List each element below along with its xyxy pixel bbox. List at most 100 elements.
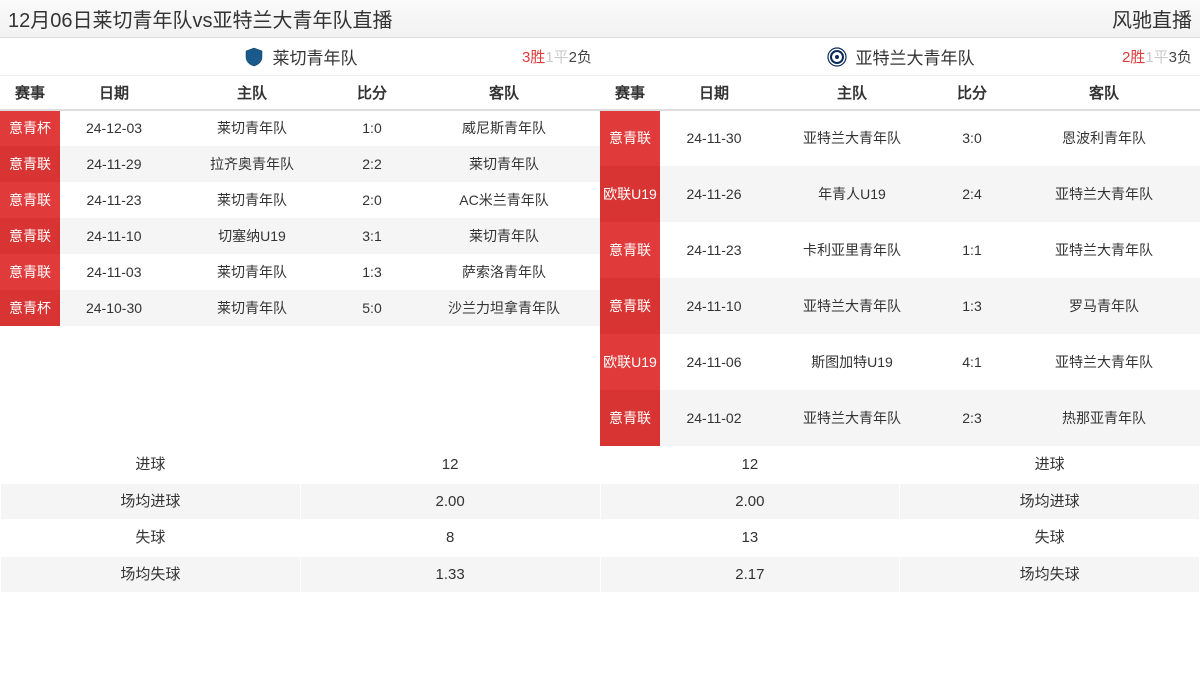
col-score: 比分 (936, 76, 1008, 110)
cell-away-team: 亚特兰大青年队 (1008, 334, 1200, 390)
table-row: 意青联24-11-03莱切青年队1:3萨索洛青年队 (0, 254, 600, 290)
col-away: 客队 (408, 76, 600, 110)
cell-date: 24-11-10 (60, 218, 168, 254)
col-comp: 赛事 (600, 76, 660, 110)
stats-table: 进球 12 12 进球 场均进球 2.00 2.00 场均进球 失球 8 13 … (0, 446, 1200, 593)
cell-competition: 意青杯 (0, 110, 60, 146)
table-row: 意青杯24-12-03莱切青年队1:0威尼斯青年队 (0, 110, 600, 146)
col-score: 比分 (336, 76, 408, 110)
right-team-header: 亚特兰大青年队 2胜1平3负 (600, 38, 1200, 76)
col-home: 主队 (168, 76, 336, 110)
table-row: 意青联24-11-29拉齐奥青年队2:2莱切青年队 (0, 146, 600, 182)
table-row: 意青联24-11-10亚特兰大青年队1:3罗马青年队 (600, 278, 1200, 334)
cell-home-team: 切塞纳U19 (168, 218, 336, 254)
table-row: 意青联24-11-02亚特兰大青年队2:3热那亚青年队 (600, 390, 1200, 446)
cell-score: 3:1 (336, 218, 408, 254)
cell-away-team: 亚特兰大青年队 (1008, 222, 1200, 278)
cell-date: 24-11-30 (660, 110, 768, 166)
cell-date: 24-10-30 (60, 290, 168, 326)
stats-label: 进球 (1, 447, 301, 484)
stats-label: 场均失球 (900, 556, 1200, 593)
cell-away-team: 莱切青年队 (408, 218, 600, 254)
stats-label: 失球 (900, 520, 1200, 557)
cell-score: 1:3 (336, 254, 408, 290)
stats-value: 2.17 (600, 556, 900, 593)
cell-score: 2:3 (936, 390, 1008, 446)
right-matches-table: 赛事 日期 主队 比分 客队 意青联24-11-30亚特兰大青年队3:0恩波利青… (600, 76, 1200, 446)
stats-value: 8 (300, 520, 600, 557)
cell-competition: 意青联 (600, 390, 660, 446)
col-away: 客队 (1008, 76, 1200, 110)
cell-home-team: 莱切青年队 (168, 254, 336, 290)
cell-away-team: 亚特兰大青年队 (1008, 166, 1200, 222)
cell-home-team: 亚特兰大青年队 (768, 110, 936, 166)
cell-competition: 意青联 (0, 218, 60, 254)
cell-score: 1:1 (936, 222, 1008, 278)
cell-away-team: 恩波利青年队 (1008, 110, 1200, 166)
col-date: 日期 (60, 76, 168, 110)
cell-home-team: 年青人U19 (768, 166, 936, 222)
cell-home-team: 亚特兰大青年队 (768, 278, 936, 334)
cell-home-team: 卡利亚里青年队 (768, 222, 936, 278)
cell-competition: 意青杯 (0, 290, 60, 326)
cell-date: 24-11-29 (60, 146, 168, 182)
stats-value: 12 (300, 447, 600, 484)
col-date: 日期 (660, 76, 768, 110)
left-matches-table: 赛事 日期 主队 比分 客队 意青杯24-12-03莱切青年队1:0威尼斯青年队… (0, 76, 600, 326)
table-header-row: 赛事 日期 主队 比分 客队 (600, 76, 1200, 110)
cell-home-team: 莱切青年队 (168, 182, 336, 218)
col-comp: 赛事 (0, 76, 60, 110)
cell-home-team: 拉齐奥青年队 (168, 146, 336, 182)
stats-label: 场均失球 (1, 556, 301, 593)
cell-score: 1:0 (336, 110, 408, 146)
cell-date: 24-11-23 (60, 182, 168, 218)
cell-competition: 意青联 (0, 146, 60, 182)
cell-date: 24-11-23 (660, 222, 768, 278)
stats-label: 场均进球 (1, 483, 301, 520)
stats-value: 12 (600, 447, 900, 484)
cell-date: 24-11-02 (660, 390, 768, 446)
cell-home-team: 莱切青年队 (168, 290, 336, 326)
cell-date: 24-11-06 (660, 334, 768, 390)
table-header-row: 赛事 日期 主队 比分 客队 (0, 76, 600, 110)
left-column: 莱切青年队 3胜1平2负 赛事 日期 主队 比分 客队 意青杯24-12-03莱… (0, 38, 600, 446)
stats-value: 13 (600, 520, 900, 557)
table-row: 意青联24-11-23莱切青年队2:0AC米兰青年队 (0, 182, 600, 218)
cell-date: 24-12-03 (60, 110, 168, 146)
cell-home-team: 亚特兰大青年队 (768, 390, 936, 446)
header-title-left: 12月06日莱切青年队vs亚特兰大青年队直播 (8, 4, 393, 33)
stats-label: 进球 (900, 447, 1200, 484)
cell-competition: 意青联 (0, 254, 60, 290)
cell-away-team: 沙兰力坦拿青年队 (408, 290, 600, 326)
cell-away-team: 罗马青年队 (1008, 278, 1200, 334)
stats-label: 失球 (1, 520, 301, 557)
table-row: 意青联24-11-30亚特兰大青年队3:0恩波利青年队 (600, 110, 1200, 166)
cell-score: 2:0 (336, 182, 408, 218)
main-content: 莱切青年队 3胜1平2负 赛事 日期 主队 比分 客队 意青杯24-12-03莱… (0, 38, 1200, 446)
cell-home-team: 斯图加特U19 (768, 334, 936, 390)
right-team-record: 2胜1平3负 (1122, 46, 1192, 67)
cell-away-team: 萨索洛青年队 (408, 254, 600, 290)
right-team-name: 亚特兰大青年队 (856, 44, 975, 69)
cell-away-team: 威尼斯青年队 (408, 110, 600, 146)
stats-value: 2.00 (600, 483, 900, 520)
cell-score: 4:1 (936, 334, 1008, 390)
cell-score: 3:0 (936, 110, 1008, 166)
cell-competition: 意青联 (600, 110, 660, 166)
cell-date: 24-11-10 (660, 278, 768, 334)
header-title-right: 风驰直播 (1112, 4, 1192, 33)
table-row: 欧联U1924-11-26年青人U192:4亚特兰大青年队 (600, 166, 1200, 222)
cell-competition: 欧联U19 (600, 334, 660, 390)
stats-row-goals: 进球 12 12 进球 (1, 447, 1200, 484)
stats-value: 1.33 (300, 556, 600, 593)
cell-score: 1:3 (936, 278, 1008, 334)
cell-away-team: AC米兰青年队 (408, 182, 600, 218)
table-row: 意青联24-11-10切塞纳U193:1莱切青年队 (0, 218, 600, 254)
cell-home-team: 莱切青年队 (168, 110, 336, 146)
cell-competition: 意青联 (600, 222, 660, 278)
stats-label: 场均进球 (900, 483, 1200, 520)
cell-score: 2:2 (336, 146, 408, 182)
stats-row-conceded: 失球 8 13 失球 (1, 520, 1200, 557)
cell-competition: 意青联 (600, 278, 660, 334)
page-header: 12月06日莱切青年队vs亚特兰大青年队直播 风驰直播 (0, 0, 1200, 38)
